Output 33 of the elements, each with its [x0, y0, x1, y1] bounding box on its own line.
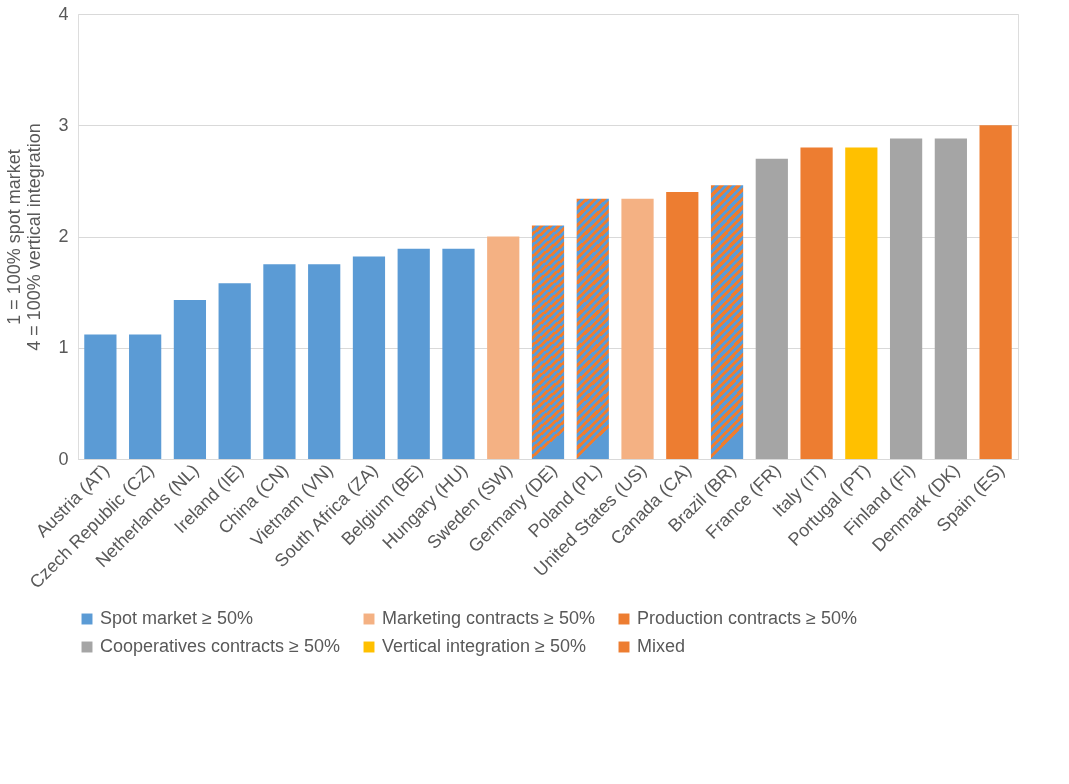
- y-tick-label: 4: [58, 3, 69, 24]
- legend-label: Marketing contracts ≥ 50%: [382, 608, 595, 628]
- bar: [531, 225, 565, 459]
- bar: [800, 147, 833, 459]
- bar: [666, 192, 699, 459]
- bar: [308, 264, 341, 459]
- bar: [352, 256, 386, 459]
- bar: [487, 236, 520, 459]
- legend-label: Mixed: [637, 636, 686, 656]
- bar: [845, 147, 878, 459]
- y-tick-label: 1: [58, 337, 69, 358]
- legend-label: Production contracts ≥ 50%: [637, 608, 857, 628]
- legend-label: Cooperatives contracts ≥ 50%: [100, 636, 340, 656]
- bar: [934, 138, 967, 459]
- y-tick-label: 3: [58, 114, 69, 135]
- y-tick-label: 2: [58, 226, 69, 246]
- legend-label: Spot market ≥ 50%: [100, 608, 253, 628]
- bar: [889, 138, 923, 459]
- bar: [84, 334, 117, 459]
- bar: [218, 283, 251, 459]
- bar: [397, 248, 430, 459]
- bar: [710, 185, 744, 459]
- bar: [621, 198, 654, 459]
- bar: [129, 334, 162, 459]
- bar: [442, 248, 475, 459]
- bar: [263, 264, 296, 459]
- bar: [979, 125, 1012, 459]
- bar: [755, 158, 788, 459]
- legend-label: Vertical integration ≥ 50%: [382, 636, 586, 656]
- bar: [173, 299, 207, 459]
- y-axis-title: 1 = 100% spot market 4 = 100% vertical integration: [4, 123, 45, 351]
- y-tick-label: 0: [58, 448, 69, 469]
- bar: [576, 198, 609, 459]
